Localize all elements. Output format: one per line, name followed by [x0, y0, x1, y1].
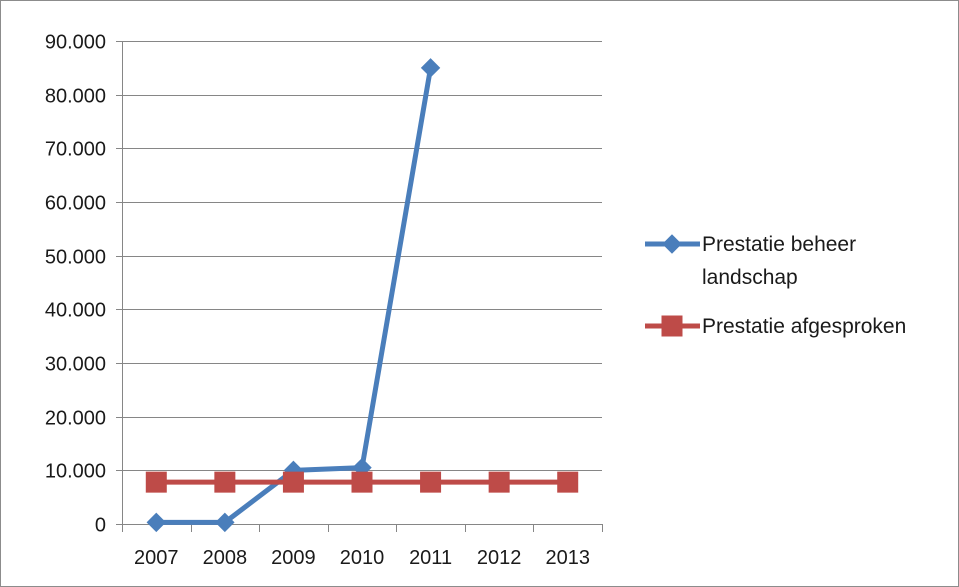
y-tick-label: 40.000: [45, 300, 106, 322]
x-tick-label: 2013: [545, 547, 590, 569]
x-tick-label: 2007: [134, 547, 179, 569]
y-tick-label: 30.000: [45, 354, 106, 376]
x-tick-label: 2010: [340, 547, 385, 569]
y-tick-label: 90.000: [45, 32, 106, 54]
series-0: [146, 58, 441, 533]
square-marker: [557, 471, 579, 493]
y-tick-label: 10.000: [45, 461, 106, 483]
y-tick-label: 50.000: [45, 247, 106, 269]
series-1: [145, 471, 579, 493]
x-tick-label: 2009: [271, 547, 316, 569]
y-tick-label: 80.000: [45, 86, 106, 108]
square-marker: [420, 471, 442, 493]
square-marker: [488, 471, 510, 493]
axes: 0 10.000 20.000 30.000 40.000 50.000 60.000 70.…: [45, 32, 603, 569]
y-tick-label: 20.000: [45, 408, 106, 430]
gridlines: [122, 41, 602, 471]
diamond-marker: [662, 234, 682, 254]
legend-entry-0: Prestatie beheer landschap: [645, 233, 856, 289]
square-marker: [282, 471, 304, 493]
diamond-marker: [215, 512, 235, 533]
x-tick-label: 2012: [477, 547, 522, 569]
legend: Prestatie beheer landschap Prestatie afges…: [645, 233, 906, 338]
square-marker: [214, 471, 236, 493]
legend-label: Prestatie beheer: [702, 233, 856, 256]
square-marker: [351, 471, 373, 493]
y-tick-label: 0: [95, 515, 106, 537]
square-marker: [661, 315, 683, 337]
diamond-marker: [146, 512, 166, 533]
series: [145, 58, 579, 533]
legend-entry-1: Prestatie afgesproken: [645, 315, 906, 338]
legend-label: Prestatie afgesproken: [702, 315, 906, 338]
series-line: [156, 67, 434, 525]
y-tick-label: 60.000: [45, 193, 106, 215]
y-tick-label: 70.000: [45, 139, 106, 161]
square-marker: [145, 471, 167, 493]
x-tick-label: 2008: [203, 547, 248, 569]
x-tick-label: 2011: [409, 547, 452, 569]
diamond-marker: [420, 58, 441, 78]
legend-label: landschap: [702, 266, 798, 289]
